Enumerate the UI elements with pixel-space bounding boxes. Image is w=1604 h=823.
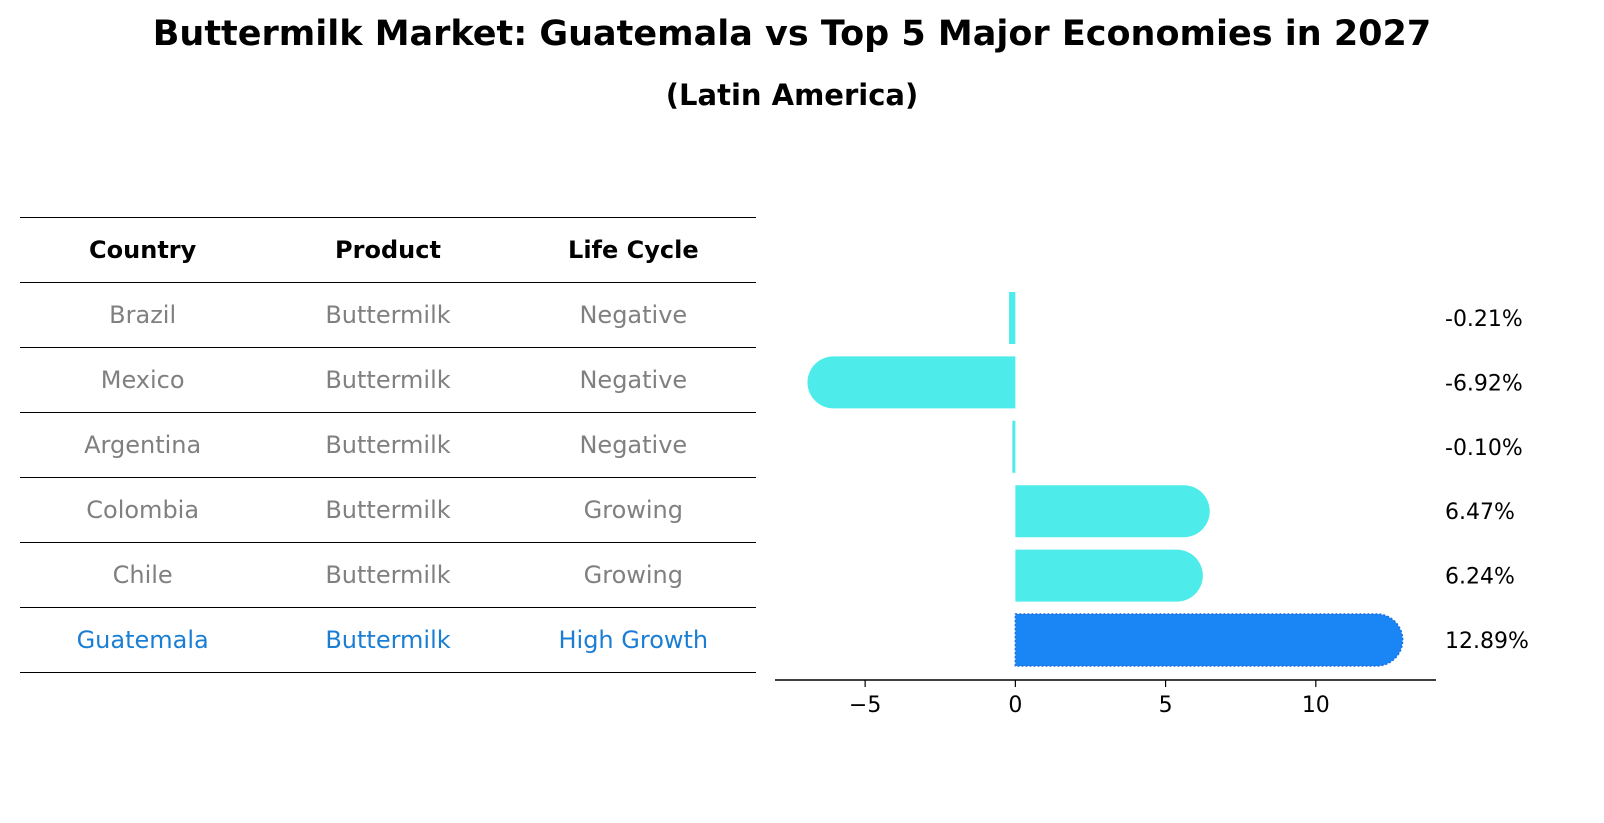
table-row: Mexico Buttermilk Negative (20, 347, 756, 413)
x-tick-label: 5 (1159, 693, 1173, 718)
cell-product: Buttermilk (265, 412, 511, 478)
cell-country: Brazil (20, 282, 266, 348)
growth-bar-chart: -0.21% -6.92% -0.10% 6.47% 6.24% 12.89% −5 0 5 10 (775, 292, 1529, 718)
cell-country: Chile (20, 542, 266, 608)
bar-value-label: -0.21% (1445, 307, 1523, 332)
cell-product: Buttermilk (265, 347, 511, 413)
header-product: Product (265, 217, 511, 283)
bar-chile (1015, 549, 1203, 602)
cell-life-cycle: Negative (510, 282, 756, 348)
cell-life-cycle: Growing (510, 542, 756, 608)
cell-life-cycle: High Growth (510, 607, 756, 673)
cell-product: Buttermilk (265, 607, 511, 673)
bar-argentina (1012, 420, 1016, 473)
chart-title: Buttermilk Market: Guatemala vs Top 5 Ma… (152, 14, 1432, 54)
bar-colombia (1015, 485, 1210, 538)
table-header-row: Country Product Life Cycle (20, 217, 756, 283)
x-tick-label: 0 (1008, 693, 1022, 718)
cell-country: Colombia (20, 477, 266, 543)
life-cycle-table: Country Product Life Cycle Brazil Butter… (20, 217, 756, 673)
bar-value-label: 12.89% (1445, 629, 1529, 654)
table-row-highlight: Guatemala Buttermilk High Growth (20, 607, 756, 673)
cell-life-cycle: Negative (510, 412, 756, 478)
x-tick-label: 10 (1302, 693, 1330, 718)
x-tick-label: −5 (849, 693, 881, 718)
bar-mexico (807, 356, 1016, 409)
bar-value-label: -0.10% (1445, 436, 1523, 461)
bar-value-label: -6.92% (1445, 371, 1523, 396)
bar-value-label: 6.24% (1445, 565, 1515, 590)
header-life-cycle: Life Cycle (510, 217, 756, 283)
table-row: Brazil Buttermilk Negative (20, 282, 756, 348)
cell-product: Buttermilk (265, 282, 511, 348)
cell-country: Guatemala (20, 607, 266, 673)
cell-life-cycle: Growing (510, 477, 756, 543)
bar-guatemala (1014, 613, 1404, 667)
table-row: Colombia Buttermilk Growing (20, 477, 756, 543)
cell-product: Buttermilk (265, 542, 511, 608)
header-country: Country (20, 217, 266, 283)
table-row: Chile Buttermilk Growing (20, 542, 756, 608)
cell-product: Buttermilk (265, 477, 511, 543)
cell-life-cycle: Negative (510, 347, 756, 413)
cell-country: Argentina (20, 412, 266, 478)
bar-brazil (1009, 292, 1016, 344)
chart-subtitle: (Latin America) (665, 78, 919, 112)
cell-country: Mexico (20, 347, 266, 413)
table-row: Argentina Buttermilk Negative (20, 412, 756, 478)
bar-value-label: 6.47% (1445, 500, 1515, 525)
